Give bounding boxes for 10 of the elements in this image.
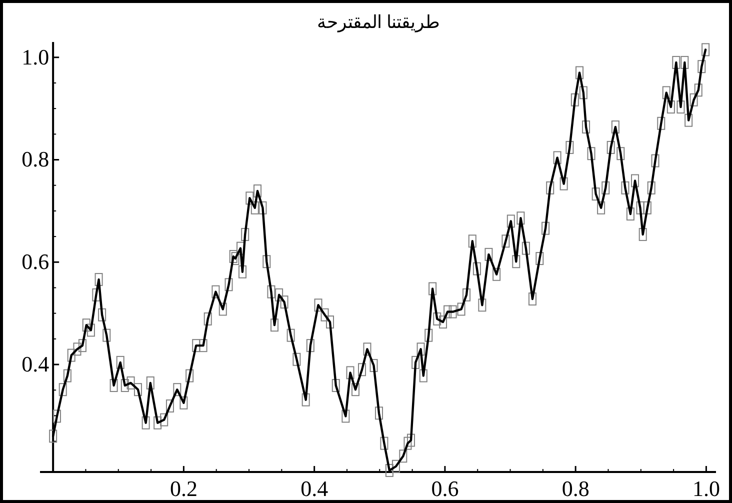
chart-title: طريقتنا المقترحة bbox=[316, 12, 440, 33]
x-tick-label: 0.2 bbox=[170, 476, 198, 501]
x-tick-label: 0.8 bbox=[562, 476, 590, 501]
x-tick-label: 0.6 bbox=[431, 476, 459, 501]
y-tick-label: 0.6 bbox=[22, 249, 50, 274]
y-tick-label: 0.8 bbox=[22, 146, 50, 172]
y-tick-label: 1.0 bbox=[22, 44, 50, 70]
x-tick-label: 1.0 bbox=[692, 476, 720, 501]
y-tick-label: 0.4 bbox=[22, 352, 50, 376]
x-tick-label: 0.4 bbox=[300, 476, 328, 501]
